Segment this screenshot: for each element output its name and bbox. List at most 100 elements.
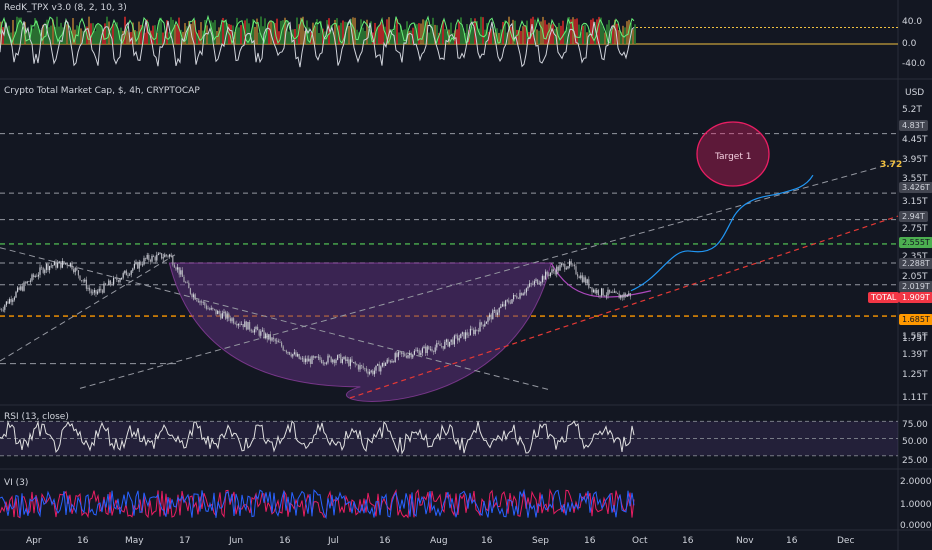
redk-bar [12,19,14,44]
candle-body [389,360,391,363]
candle-body [167,255,169,257]
candle-body [92,292,94,294]
candle-body [327,355,329,363]
level-tag[interactable]: 2.94T [899,211,928,222]
redk-bar [618,30,620,44]
candle-body [173,264,175,268]
time-tick: Jun [229,536,244,546]
redk-bar [394,25,396,44]
price-tick: 1.39T [902,350,928,360]
time-tick: Jul [328,536,339,546]
price-tick: 1.11T [902,393,928,403]
candle-body [321,359,323,364]
candle-body [527,286,529,289]
rsi-title[interactable]: RSI (13, close) [4,412,69,422]
redk-bar [370,21,372,44]
candle-body [15,291,17,298]
handle-curve [550,262,652,298]
current-price-tag[interactable]: 1.909T [899,292,932,303]
candle-body [193,294,195,298]
candle-body [313,356,315,358]
candle-body [41,267,43,268]
redk-title[interactable]: RedK_TPX v3.0 (8, 2, 10, 3) [4,3,127,13]
candle-body [271,337,273,341]
candle-body [274,339,276,342]
redk-bar [166,20,168,44]
redk-bar [130,32,132,44]
redk-bar [286,20,288,44]
candle-body [165,254,167,256]
candle-body [337,355,339,360]
candle-body [28,281,30,282]
candle-body [335,359,337,364]
candle-body [425,346,427,354]
candle-body [620,295,622,299]
redk-bar [254,26,256,44]
level-tag[interactable]: 2.019T [899,281,932,292]
projection-path [630,174,814,292]
candle-body [225,311,227,319]
redk-bar [634,24,636,44]
candle-body [586,279,588,284]
redk-bar [480,16,482,44]
candle-body [69,262,71,267]
redk-bar [414,23,416,44]
redk-bar [466,23,468,44]
candle-body [617,292,619,294]
candle-body [237,323,239,326]
vi-title[interactable]: VI (3) [4,478,29,488]
redk-bar [356,29,358,44]
candle-body [178,267,180,275]
main-title[interactable]: Crypto Total Market Cap, $, 4h, CRYPTOCA… [4,86,200,96]
candle-body [68,265,70,267]
candle-body [538,283,540,285]
candle-body [124,270,126,274]
candle-body [77,270,79,276]
redk-bar [182,31,184,44]
symbol-tag[interactable]: TOTAL [868,292,900,303]
redk-bar [484,29,486,44]
candle-body [583,277,585,283]
level-tag-green[interactable]: 2.555T [899,237,932,248]
rsi-indicator-panel [0,420,898,457]
candle-body [146,254,148,259]
redk-bar [608,19,610,44]
level-tag-orange[interactable]: 1.685T [899,314,932,325]
candle-body [377,364,379,366]
level-tag[interactable]: 3.426T [899,182,932,193]
level-tag[interactable]: 4.83T [899,120,928,131]
candle-body [535,279,537,282]
price-tick: 3.15T [902,197,928,207]
time-tick: 16 [786,536,798,546]
candle-body [197,300,199,303]
candle-body [90,290,92,294]
redk-bar [284,17,286,44]
candle-body [626,295,628,297]
target-label[interactable]: Target 1 [715,152,752,162]
redk-bar [296,17,298,44]
redk-bar [282,20,284,44]
candle-body [516,295,518,299]
redk-bar [352,17,354,44]
price-tick: 4.45T [902,135,928,145]
redk-bar [614,19,616,44]
redk-bar [70,31,72,44]
candle-body [217,310,219,315]
price-tick: 3.55T [902,174,928,184]
candle-body [281,342,283,347]
redk-bar [582,25,584,44]
time-tick: May [125,536,144,546]
redk-bar [412,27,414,44]
candle-body [473,329,475,335]
vi-plus-line [0,488,635,520]
candle-body [618,293,620,299]
candle-body [359,365,361,370]
redk-bar [586,32,588,44]
redk-bar [148,29,150,44]
level-tag[interactable]: 2.288T [899,258,932,269]
candle-body [340,354,342,363]
redk-bar [188,21,190,44]
rsi-tick: 50.00 [902,437,928,447]
candle-body [159,253,161,254]
